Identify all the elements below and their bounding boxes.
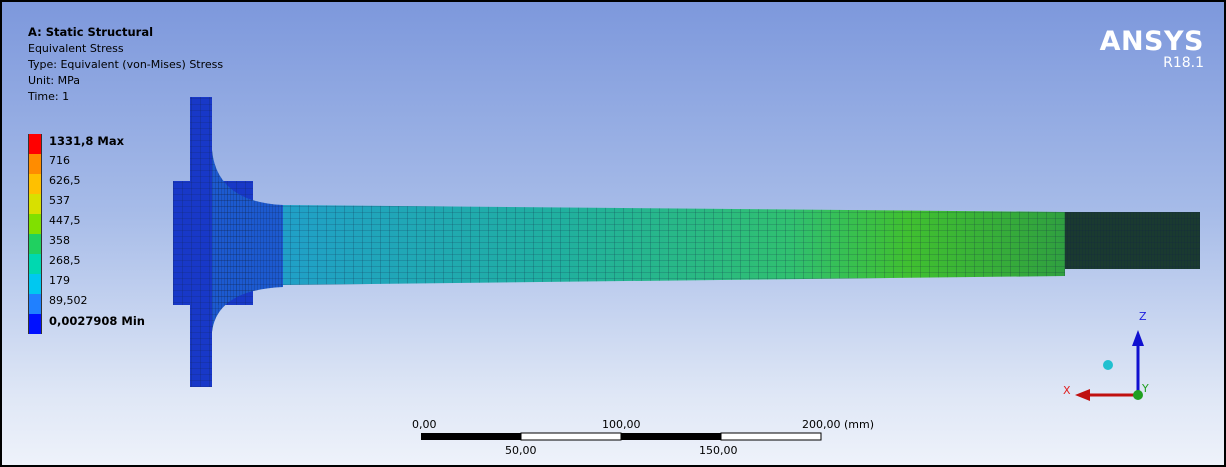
scale-label: 50,00 xyxy=(505,444,537,457)
scale-bar: 0,00 100,00 200,00 (mm) 50,00 150,00 xyxy=(412,418,874,457)
axis-z: Z xyxy=(1139,310,1147,323)
axis-y: Y xyxy=(1141,382,1149,395)
scale-label: 150,00 xyxy=(699,444,738,457)
scale-label: 200,00 (mm) xyxy=(802,418,874,431)
scale-label: 100,00 xyxy=(602,418,641,431)
axis-triad: Z X Y xyxy=(1063,310,1149,401)
model-view: 0,00 100,00 200,00 (mm) 50,00 150,00 Z X… xyxy=(2,2,1224,465)
viewport: A: Static Structural Equivalent StressTy… xyxy=(0,0,1226,467)
axis-x: X xyxy=(1063,384,1071,397)
scale-label: 0,00 xyxy=(412,418,437,431)
shaft-model xyxy=(173,97,1200,387)
